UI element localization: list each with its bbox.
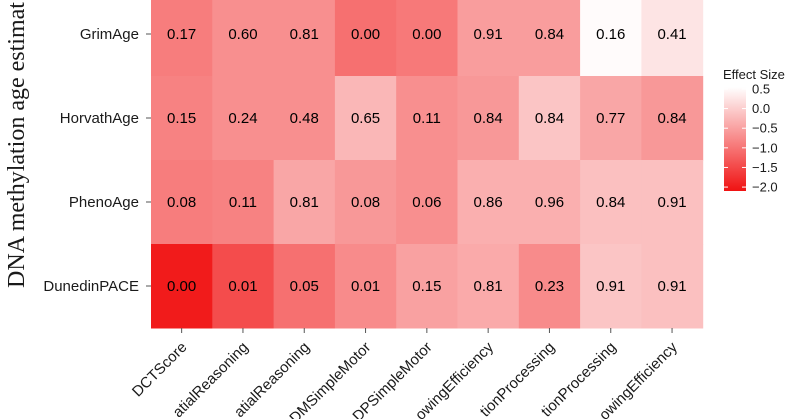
cell-value-label: 0.11 — [229, 194, 257, 211]
cell-value-label: 0.86 — [474, 194, 503, 211]
cell-value-label: 0.84 — [535, 110, 564, 127]
cell-value-label: 0.81 — [290, 194, 319, 211]
cell-value-label: 0.84 — [474, 110, 503, 127]
y-axis-ticks: GrimAge HorvathAge PhenoAge DunedinPACE — [43, 26, 151, 295]
cell-value-label: 0.15 — [412, 278, 441, 295]
heatmap-cell — [151, 244, 213, 329]
heatmap-cell — [212, 76, 275, 161]
heatmap-cell — [151, 160, 213, 245]
heatmap-cell — [396, 244, 458, 329]
legend-tick-label: −2.0 — [752, 180, 778, 195]
heatmap-cell — [641, 76, 704, 161]
heatmap-cell — [334, 160, 397, 245]
cell-value-label: 0.84 — [657, 110, 686, 127]
heatmap-cell — [273, 0, 336, 77]
y-axis-title: DNA methylation age estimat — [4, 2, 30, 288]
cell-value-label: 0.11 — [413, 110, 441, 127]
heatmap-cell — [518, 0, 581, 77]
cell-value-label: 0.96 — [535, 194, 564, 211]
legend-ticks: 0.5 0.0 −0.5 −1.0 −1.5 −2.0 — [724, 81, 778, 195]
x-tick-label: DCTScore — [129, 339, 191, 401]
heatmap-cell — [580, 76, 642, 161]
cell-value-label: 0.81 — [474, 278, 503, 295]
cell-value-label: 0.24 — [228, 110, 257, 127]
heatmap-cell — [580, 160, 642, 245]
legend-title: Effect Size — [723, 67, 785, 82]
legend-tick-label: −0.5 — [752, 121, 778, 136]
heatmap-cell — [641, 0, 704, 77]
heatmap-cell — [641, 160, 704, 245]
heatmap-cell — [151, 0, 213, 77]
cell-value-label: 0.23 — [535, 278, 564, 295]
y-tick-label: HorvathAge — [60, 110, 139, 127]
heatmap-cell — [457, 160, 520, 245]
cell-value-label: 0.01 — [351, 278, 380, 295]
legend: Effect Size 0.5 0.0 −0.5 −1.0 −1.5 −2.0 — [723, 67, 785, 195]
heatmap-cell — [212, 160, 275, 245]
cell-value-label: 0.60 — [228, 26, 257, 43]
heatmap-cell — [334, 244, 397, 329]
legend-tick-label: −1.5 — [752, 160, 778, 175]
cell-value-label: 0.91 — [474, 26, 503, 43]
y-tick-label: PhenoAge — [69, 194, 139, 211]
heatmap-cells — [151, 0, 704, 329]
heatmap-cell — [396, 160, 458, 245]
cell-value-label: 0.01 — [228, 278, 257, 295]
y-tick-label: DunedinPACE — [43, 278, 139, 295]
legend-tick-label: −1.0 — [752, 140, 778, 155]
cell-value-label: 0.08 — [167, 194, 196, 211]
heatmap-cell — [334, 76, 397, 161]
cell-value-label: 0.81 — [290, 26, 319, 43]
cell-value-label: 0.91 — [596, 278, 625, 295]
heatmap-cell — [273, 244, 336, 329]
heatmap-cell — [212, 0, 275, 77]
heatmap-cell — [273, 76, 336, 161]
heatmap-cell — [580, 244, 642, 329]
heatmap-cell — [641, 244, 704, 329]
cell-value-label: 0.15 — [167, 110, 196, 127]
heatmap-cell — [580, 0, 642, 77]
heatmap-cell — [457, 0, 520, 77]
cell-value-label: 0.41 — [657, 26, 686, 43]
cell-value-label: 0.00 — [167, 278, 196, 295]
heatmap-cell — [151, 76, 213, 161]
heatmap-cell — [334, 0, 397, 77]
heatmap-cell — [518, 76, 581, 161]
x-axis-ticks: DCTScoreatialReasoningatialReasoningDMSi… — [129, 328, 681, 419]
cell-value-label: 0.00 — [351, 26, 380, 43]
cell-value-label: 0.05 — [290, 278, 319, 295]
heatmap-cell — [396, 76, 458, 161]
cell-value-label: 0.84 — [535, 26, 564, 43]
cell-value-label: 0.08 — [351, 194, 380, 211]
heatmap-cell — [273, 160, 336, 245]
cell-value-label: 0.91 — [657, 194, 686, 211]
heatmap-cell-labels: 0.17 0.60 0.81 0.00 0.00 0.91 0.84 0.16 0.41 0.15… — [167, 26, 687, 295]
cell-value-label: 0.77 — [596, 110, 625, 127]
heatmap-cell — [518, 244, 581, 329]
cell-value-label: 0.48 — [290, 110, 319, 127]
heatmap-cell — [396, 0, 458, 77]
cell-value-label: 0.16 — [596, 26, 625, 43]
cell-value-label: 0.84 — [596, 194, 625, 211]
cell-value-label: 0.17 — [167, 26, 196, 43]
legend-tick-label: 0.0 — [752, 101, 770, 116]
legend-colorbar — [724, 87, 746, 191]
heatmap-cell — [457, 76, 520, 161]
cell-value-label: 0.06 — [412, 194, 441, 211]
legend-tick-label: 0.5 — [752, 81, 770, 96]
heatmap-cell — [212, 244, 275, 329]
cell-value-label: 0.00 — [412, 26, 441, 43]
y-tick-label: GrimAge — [80, 26, 139, 43]
heatmap-cell — [457, 244, 520, 329]
cell-value-label: 0.65 — [351, 110, 380, 127]
cell-value-label: 0.91 — [657, 278, 686, 295]
heatmap-cell — [518, 160, 581, 245]
